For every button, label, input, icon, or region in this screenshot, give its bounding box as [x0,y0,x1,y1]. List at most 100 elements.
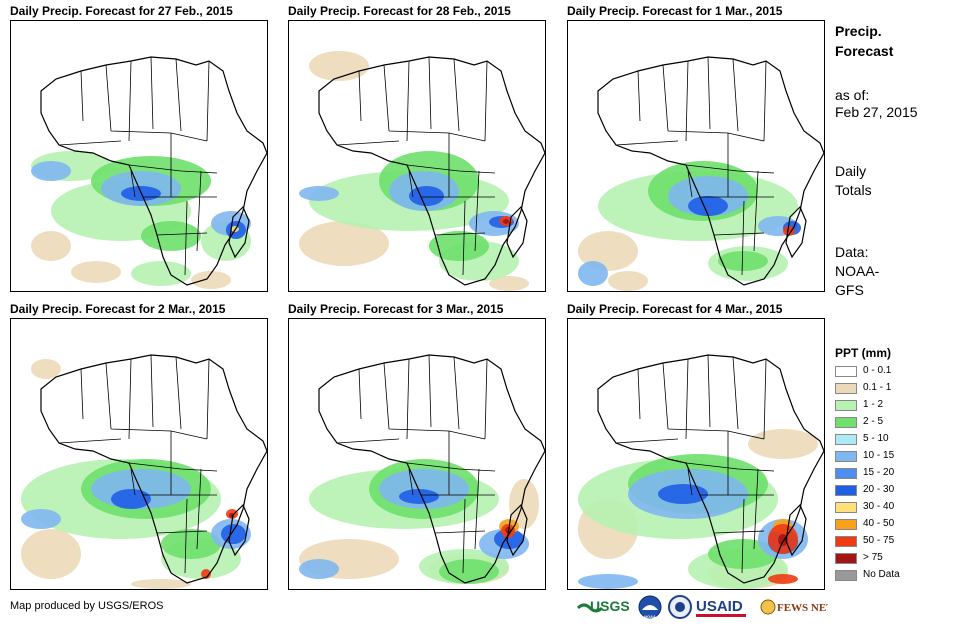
precip-area [21,509,61,529]
country-borders [615,56,775,276]
fewsnet-logo: FEWS NET [760,594,834,620]
precip-area [111,489,151,509]
legend-swatch [835,536,857,547]
precip-area [509,479,539,529]
precip-area [299,186,339,201]
legend-item: 1 - 2 [835,398,955,414]
partner-logos: USGS NOAA USAID FEWS NET [576,594,834,620]
legend-item: 15 - 20 [835,466,955,482]
legend-swatch [835,400,857,411]
legend-label: 1 - 2 [863,399,884,410]
precip-area [578,574,638,589]
precip-map [288,318,546,590]
totals-line2: Totals [835,182,872,198]
legend-label: 0.1 - 1 [863,382,892,393]
precip-map [288,20,546,292]
usgs-logo-text: USGS [590,598,630,614]
precip-area [608,271,648,291]
precip-area [201,569,211,579]
legend-swatch [835,553,857,564]
coastline [785,503,807,557]
precip-area [299,559,339,579]
precip-area [658,484,708,504]
usgs-logo: USGS [576,594,632,620]
legend-swatch [835,485,857,496]
legend-title: PPT (mm) [835,346,892,360]
asof-date: Feb 27, 2015 [835,104,918,120]
map-canvas [299,354,545,584]
sidebar-title-line2: Forecast [835,43,894,59]
precip-area [748,429,818,459]
panel-title: Daily Precip. Forecast for 2 Mar., 2015 [10,302,226,316]
legend-item: No Data [835,568,955,584]
legend-label: 15 - 20 [863,467,895,478]
legend-label: 50 - 75 [863,535,895,546]
legend-label: 0 - 0.1 [863,365,892,376]
precip-area [21,529,81,579]
legend-label: 20 - 30 [863,484,895,495]
noaa-logo: NOAA [638,594,662,620]
precip-area [399,489,439,504]
legend-item: 30 - 40 [835,500,955,516]
legend-label: 10 - 15 [863,450,895,461]
precip-area [131,261,191,286]
precip-area [429,231,489,261]
precip-area [688,196,728,216]
legend-label: 40 - 50 [863,518,895,529]
country-borders [336,354,496,574]
legend-label: 2 - 5 [863,416,884,427]
legend-label: > 75 [863,552,883,563]
precip-area [503,219,509,224]
legend-item: 10 - 15 [835,449,955,465]
precip-area [718,251,768,271]
data-label: Data: [835,244,869,260]
asof-label: as of: [835,87,870,103]
panel-title: Daily Precip. Forecast for 27 Feb., 2015 [10,4,233,18]
panel-title: Daily Precip. Forecast for 28 Feb., 2015 [288,4,511,18]
legend-swatch [835,366,857,377]
map-canvas [299,51,545,291]
legend-item: 2 - 5 [835,415,955,431]
precip-area [783,226,795,236]
map-canvas [31,56,267,289]
legend-swatch [835,570,857,581]
precip-area [31,161,71,181]
precip-area [161,529,221,559]
usaid-logo: USAID [696,594,754,620]
legend-label: 30 - 40 [863,501,895,512]
precip-area [299,221,389,266]
country-borders [336,56,496,276]
map-canvas [578,354,824,589]
coastline [785,205,807,259]
usaid-logo-text: USAID [696,598,743,615]
legend-swatch [835,468,857,479]
coastline [228,503,250,557]
precip-map [10,318,268,590]
legend-swatch [835,451,857,462]
precip-area [31,359,61,379]
country-borders [58,354,218,574]
precip-area [31,231,71,261]
panel-title: Daily Precip. Forecast for 3 Mar., 2015 [288,302,504,316]
precip-area [768,574,798,584]
precip-area [578,261,608,286]
panel-title: Daily Precip. Forecast for 4 Mar., 2015 [567,302,783,316]
precip-area [489,276,529,291]
precip-map [10,20,268,292]
totals-line1: Daily [835,163,867,179]
sidebar-title-line1: Precip. [835,23,882,39]
legend-swatch [835,383,857,394]
map-canvas [21,354,267,589]
panel-title: Daily Precip. Forecast for 1 Mar., 2015 [567,4,783,18]
legend-item: 50 - 75 [835,534,955,550]
legend-swatch [835,417,857,428]
country-borders [615,354,775,574]
coastline [228,205,250,259]
legend-label: 5 - 10 [863,433,889,444]
precip-area [141,221,201,251]
precip-area [409,186,444,206]
precip-area [131,579,191,589]
noaa-logo-text: NOAA [644,614,656,619]
precip-map [567,318,825,590]
precip-area [71,261,121,283]
